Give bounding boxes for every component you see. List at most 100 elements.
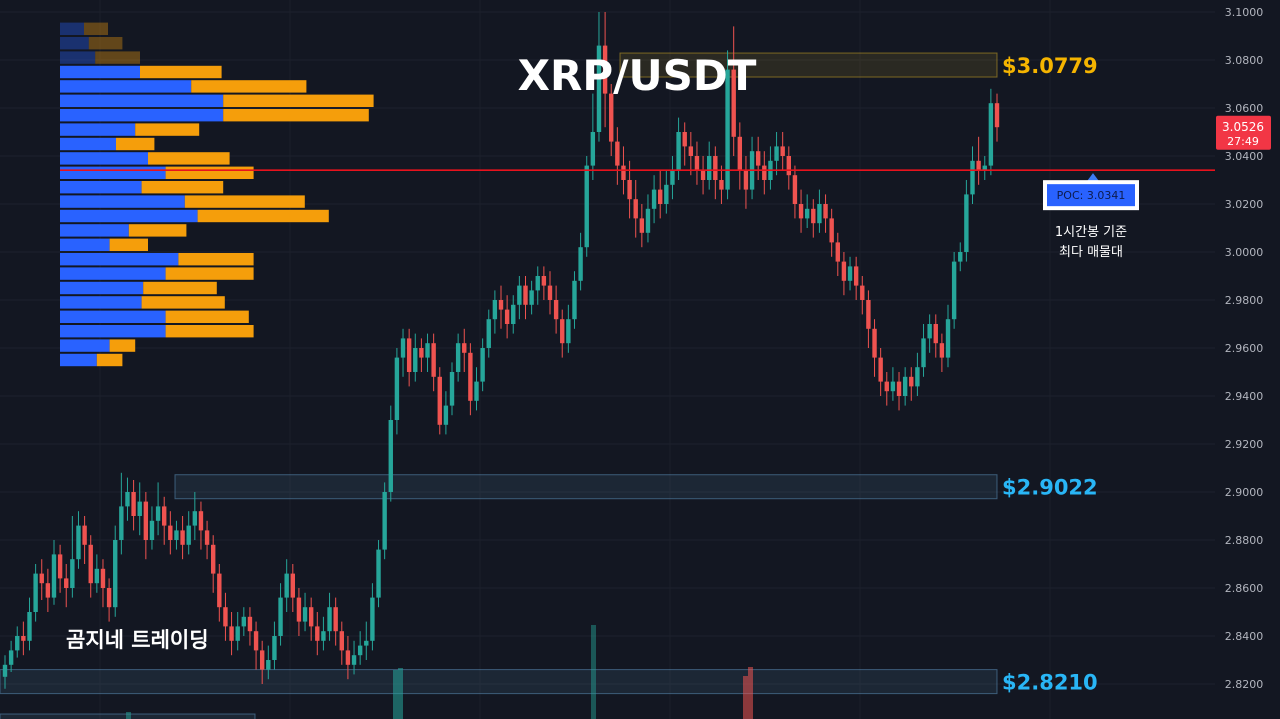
volume-profile-sell-bar xyxy=(184,195,305,208)
volume-profile-buy-bar xyxy=(60,195,185,208)
candle-down xyxy=(131,492,136,516)
candle-up xyxy=(915,367,920,387)
candle-up xyxy=(272,636,277,660)
candle-up xyxy=(327,607,332,632)
volume-profile-buy-bar xyxy=(60,109,224,122)
candle-down xyxy=(860,285,865,300)
candle-down xyxy=(180,530,185,545)
poc-label: POC: 3.0341 xyxy=(1057,189,1126,202)
candle-up xyxy=(266,660,271,670)
candle-down xyxy=(909,376,914,387)
volume-profile-buy-bar xyxy=(60,181,142,194)
candle-down xyxy=(162,506,167,526)
candle-up xyxy=(572,280,577,320)
volume-profile-buy-bar xyxy=(60,37,89,50)
support-zone xyxy=(0,669,998,695)
candle-down xyxy=(39,573,44,584)
volume-profile-sell-bar xyxy=(165,325,254,338)
price-tick-label: 2.9800 xyxy=(1225,294,1264,307)
volume-profile-buy-bar xyxy=(60,238,110,251)
price-tick-label: 2.9400 xyxy=(1225,390,1264,403)
candle-down xyxy=(694,156,700,171)
candle-down xyxy=(204,530,210,545)
candle-down xyxy=(719,180,724,190)
candle-up xyxy=(94,568,100,584)
candle-up xyxy=(988,103,994,166)
candle-down xyxy=(333,607,338,632)
candle-down xyxy=(853,266,859,286)
candle-up xyxy=(890,381,896,392)
candle-up xyxy=(382,492,387,550)
volume-profile-buy-bar xyxy=(60,253,179,266)
candle-down xyxy=(462,343,467,353)
candle-up xyxy=(443,405,449,425)
volume-profile-buy-bar xyxy=(60,137,116,151)
candle-up xyxy=(486,319,491,348)
price-badge-bg xyxy=(1216,115,1271,150)
current-price-badge: 3.0526 27:49 xyxy=(1216,115,1271,150)
candle-up xyxy=(921,338,926,368)
price-tick-label: 3.0200 xyxy=(1225,198,1264,211)
candle-up xyxy=(847,266,853,281)
candle-up xyxy=(670,170,675,185)
candle-down xyxy=(633,199,638,219)
price-tick-label: 3.1000 xyxy=(1225,6,1264,19)
volume-profile-buy-bar xyxy=(60,94,224,107)
poc-note-line-1: 1시간봉 기준 xyxy=(1055,225,1127,240)
candle-down xyxy=(786,156,792,176)
candle-down xyxy=(143,501,149,540)
volume-profile-sell-bar xyxy=(109,238,148,251)
candle-down xyxy=(798,204,804,219)
candle-up xyxy=(964,194,969,252)
candle-down xyxy=(866,300,871,329)
volume-profile-sell-bar xyxy=(128,224,187,237)
candle-up xyxy=(725,69,730,190)
candle-down xyxy=(811,208,816,224)
candle-down xyxy=(896,381,902,396)
candle-down xyxy=(64,578,69,588)
candle-down xyxy=(88,544,93,584)
candle-up xyxy=(284,573,289,598)
candle-down xyxy=(504,309,510,324)
candle-down xyxy=(57,554,63,579)
volume-profile-buy-bar xyxy=(60,209,198,223)
volume-bars xyxy=(126,625,753,719)
volume-profile-sell-bar xyxy=(96,353,123,367)
volume-profile-sell-bar xyxy=(88,37,123,50)
volume-profile-buy-bar xyxy=(60,224,129,237)
candle-up xyxy=(982,165,987,171)
candle-up xyxy=(351,655,357,665)
candle-down xyxy=(290,573,296,598)
price-tick-label: 2.9200 xyxy=(1225,438,1264,451)
candle-down xyxy=(602,45,608,94)
volume-profile-sell-bar xyxy=(95,51,140,64)
volume-profile-sell-bar xyxy=(165,267,254,280)
candle-down xyxy=(217,573,222,608)
candle-up xyxy=(578,247,583,281)
volume-profile-buy-bar xyxy=(60,267,166,280)
candle-down xyxy=(523,285,528,305)
candle-down xyxy=(547,285,553,300)
volume-bar xyxy=(743,676,748,719)
candle-down xyxy=(345,650,351,665)
price-tick-label: 2.8800 xyxy=(1225,534,1264,547)
candle-up xyxy=(535,276,540,291)
current-price: 3.0526 xyxy=(1222,120,1264,134)
candle-up xyxy=(590,132,596,166)
candle-down xyxy=(21,636,26,641)
volume-profile-sell-bar xyxy=(191,80,307,93)
price-tick-label: 2.8200 xyxy=(1225,678,1264,691)
candle-down xyxy=(878,357,883,382)
volume-bar xyxy=(591,625,596,719)
candle-down xyxy=(468,352,473,401)
candle-down xyxy=(682,132,687,147)
candle-up xyxy=(113,540,118,608)
candle-up xyxy=(817,204,822,224)
candle-up xyxy=(2,664,8,677)
candle-up xyxy=(958,252,963,262)
candle-down xyxy=(762,165,767,180)
candle-down xyxy=(339,631,344,651)
volume-profile-sell-bar xyxy=(116,137,155,151)
candle-down xyxy=(700,170,706,180)
